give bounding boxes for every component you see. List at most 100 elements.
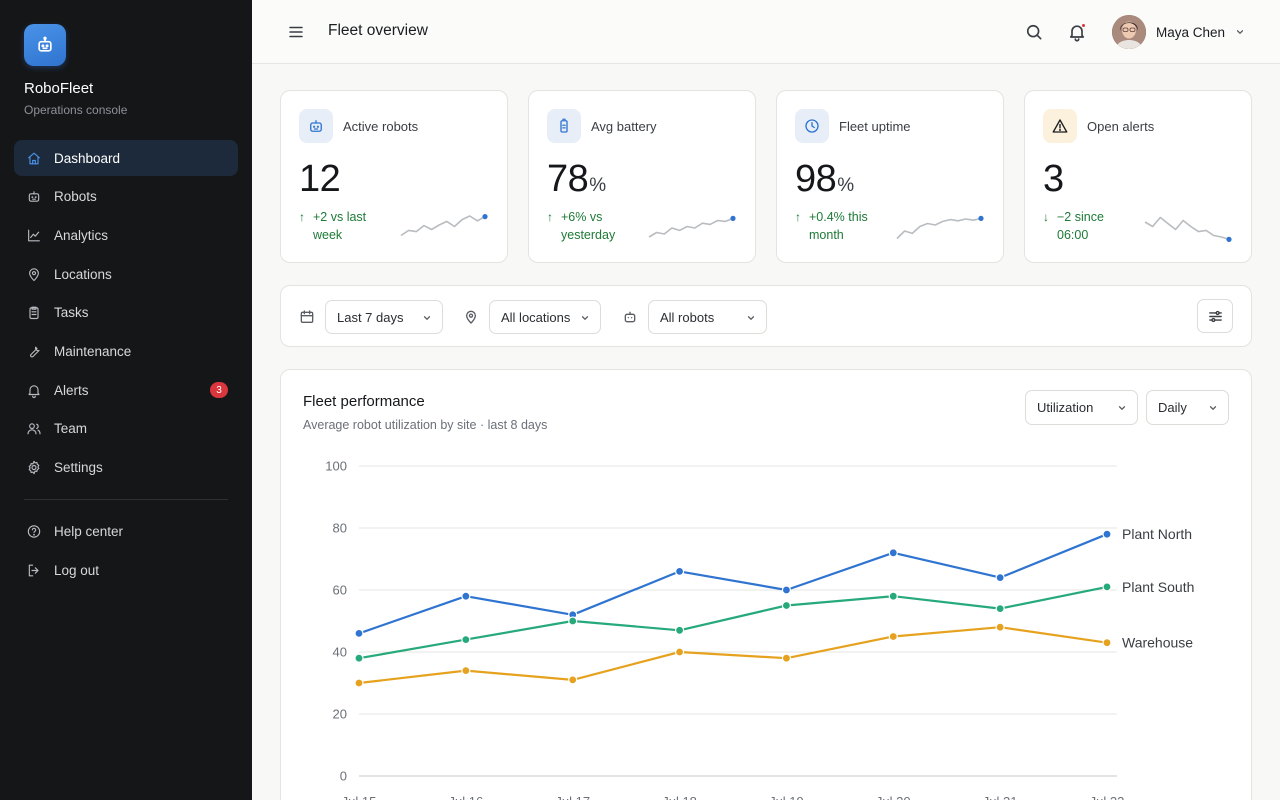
data-point [461, 635, 471, 645]
stat-card-avg-battery[interactable]: Avg battery 78% ↑ +6% vs yesterday [528, 90, 756, 263]
data-point [354, 653, 364, 663]
stat-number: 98 [795, 158, 837, 200]
stat-card-open-alerts[interactable]: Open alerts 3 ↓ −2 since 06:00 [1024, 90, 1252, 263]
sparkline-last-point [1226, 236, 1232, 242]
clipboard-icon [29, 306, 39, 320]
sparkline-path [648, 217, 734, 238]
sparkline [648, 215, 736, 238]
chevron-down-icon [581, 316, 589, 320]
chevron-down-icon [1236, 30, 1244, 34]
location-select[interactable]: All locations [489, 300, 601, 334]
data-point [1102, 529, 1112, 539]
sidebar-item-label: Help center [54, 523, 124, 539]
robot-icon [624, 311, 636, 323]
sidebar-item-logout[interactable]: Log out [14, 552, 238, 588]
stat-label: Open alerts [1087, 119, 1155, 134]
hamburger-icon [289, 26, 303, 38]
data-point [781, 585, 792, 595]
data-point [354, 628, 364, 638]
date-range-select[interactable]: Last 7 days [325, 300, 443, 334]
sidebar-item-tasks[interactable]: Tasks [14, 295, 238, 331]
x-tick-label: Jul 15 [342, 794, 377, 800]
sidebar-item-label: Tasks [54, 305, 89, 321]
data-point [674, 647, 685, 657]
menu-button[interactable] [286, 22, 306, 42]
alerts-count-badge: 3 [210, 382, 228, 399]
stat-number: 12 [299, 158, 341, 200]
interval-select[interactable]: Daily [1146, 390, 1229, 425]
stat-icon [547, 109, 581, 143]
data-point [995, 604, 1005, 614]
sidebar-item-settings[interactable]: Settings [14, 450, 238, 486]
calendar-icon [300, 310, 314, 323]
sparkline [1144, 216, 1232, 242]
sparkline-path [400, 215, 486, 237]
stat-delta: ↑ +6% vs yesterday [547, 208, 639, 244]
data-point [674, 625, 685, 635]
y-tick-label: 80 [333, 521, 347, 536]
sparkline [896, 215, 984, 240]
notifications-button[interactable] [1067, 22, 1087, 42]
sidebar-item-alerts[interactable]: Alerts 3 [14, 372, 238, 408]
sidebar-item-maintenance[interactable]: Maintenance [14, 333, 238, 369]
data-point [1102, 638, 1112, 648]
stat-delta-text: −2 since 06:00 [1057, 210, 1104, 242]
sidebar-item-label: Log out [54, 562, 100, 578]
robot-icon [38, 36, 52, 52]
filter-settings-button[interactable] [1197, 299, 1233, 333]
brand-logo[interactable] [24, 24, 66, 66]
data-point [995, 622, 1005, 632]
y-tick-label: 100 [325, 459, 347, 474]
arrow-up-icon: ↑ [547, 210, 553, 224]
sidebar-item-team[interactable]: Team [14, 411, 238, 447]
chart-line-icon [28, 229, 40, 242]
arrow-up-icon: ↑ [795, 210, 801, 224]
data-point [888, 631, 898, 642]
x-tick-label: Jul 21 [983, 794, 1018, 800]
sidebar-item-analytics[interactable]: Analytics [14, 217, 238, 253]
stat-card-fleet-uptime[interactable]: Fleet uptime 98% ↑ +0.4% this month [776, 90, 1004, 263]
stat-card-active-robots[interactable]: Active robots 12 ↑ +2 vs last week [280, 90, 508, 263]
x-tick-label: Jul 20 [876, 794, 911, 800]
stat-value: 12 [299, 158, 341, 201]
notification-dot [1081, 23, 1086, 28]
location-value: All locations [501, 309, 571, 325]
interval-value: Daily [1158, 400, 1187, 415]
filter-bar: Last 7 days All locations All robots [280, 285, 1252, 347]
user-menu[interactable]: Maya Chen [1112, 15, 1245, 49]
robots-value: All robots [660, 309, 715, 325]
sidebar-item-icon [26, 189, 42, 205]
search-icon [1026, 24, 1042, 40]
warning-icon [1052, 119, 1068, 133]
data-point [568, 616, 578, 626]
sidebar-item-icon [26, 460, 42, 476]
search-button[interactable] [1024, 22, 1044, 42]
sidebar-item-robots[interactable]: Robots [14, 179, 238, 215]
logout-icon [28, 564, 39, 576]
sidebar-item-help[interactable]: Help center [14, 513, 238, 549]
stat-icon [795, 109, 829, 143]
y-tick-label: 0 [340, 769, 347, 784]
robots-select[interactable]: All robots [648, 300, 767, 334]
sidebar-item-icon [26, 382, 42, 398]
avatar [1112, 15, 1146, 49]
robot-icon [310, 120, 322, 132]
arrow-up-icon: ↑ [299, 210, 305, 224]
sparkline [400, 214, 488, 237]
series-label: Plant North [1122, 526, 1192, 542]
sidebar-item-icon [26, 343, 42, 359]
data-point [888, 548, 898, 558]
sparkline-path [1144, 216, 1230, 241]
chevron-down-icon [747, 316, 755, 320]
series-label: Warehouse [1122, 635, 1193, 651]
data-point [354, 678, 364, 688]
sidebar-item-icon [26, 227, 42, 243]
sidebar-item-label: Alerts [54, 382, 89, 398]
arrow-down-icon: ↓ [1043, 210, 1049, 224]
map-pin-icon [465, 310, 477, 324]
metric-select[interactable]: Utilization [1025, 390, 1138, 425]
sparkline-last-point [482, 214, 488, 220]
sidebar-item-locations[interactable]: Locations [14, 256, 238, 292]
sidebar-item-icon [26, 562, 42, 578]
sidebar-item-dashboard[interactable]: Dashboard [14, 140, 238, 176]
